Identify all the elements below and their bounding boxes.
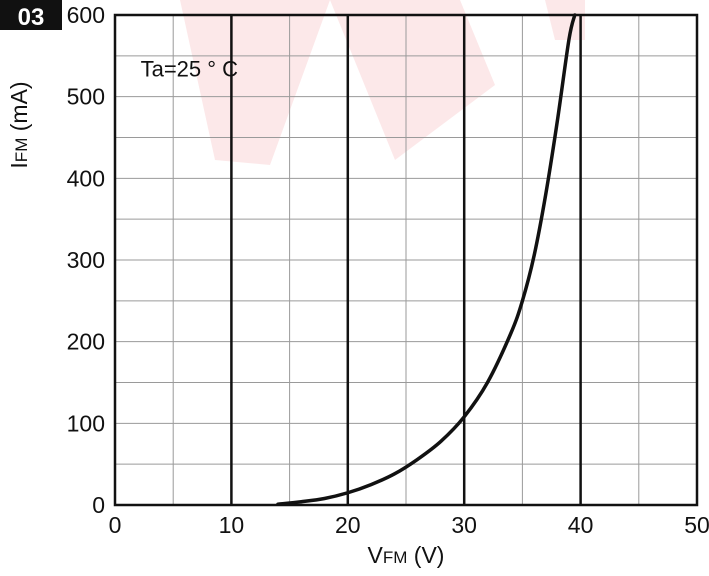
x-tick-label: 40 [568,512,594,538]
figure-number-badge-bg [0,0,62,30]
y-tick-label: 0 [92,492,105,518]
curve-layer [276,13,577,506]
x-axis-title-main: V [368,542,384,568]
x-axis-title: VFM (V) [368,542,445,568]
x-axis-title-unit: (V) [407,542,444,568]
watermark-shape [545,0,585,40]
x-tick-label: 30 [451,512,477,538]
watermark-graphic [180,0,585,165]
iv-curve-line [276,13,577,506]
plot-frame [113,13,699,507]
y-axis-title-subscript: FM [12,138,31,163]
watermark-shape [180,0,330,165]
y-tick-label: 600 [67,2,105,28]
y-axis-title: IFM (mA) [6,81,32,168]
y-tick-label: 500 [67,84,105,110]
y-tick-label: 300 [67,247,105,273]
figure-number-badge-label: 03 [18,4,45,31]
y-tick-label: 400 [67,165,105,191]
temperature-annotation: Ta=25 ° C [141,56,239,81]
x-tick-label: 0 [109,512,122,538]
y-tick-label: 100 [67,410,105,436]
x-axis-title-subscript: FM [383,548,408,567]
y-axis-title-main: I [6,162,32,168]
x-tick-label: 20 [335,512,361,538]
figure-number-badge: 03 [0,0,62,31]
y-axis-title-unit: (mA) [6,81,32,137]
major-grid [230,15,582,505]
plot-border [113,13,699,507]
y-tick-label: 200 [67,329,105,355]
x-tick-label: 50 [684,512,709,538]
x-tick-label: 10 [219,512,245,538]
watermark-shape [330,0,495,160]
